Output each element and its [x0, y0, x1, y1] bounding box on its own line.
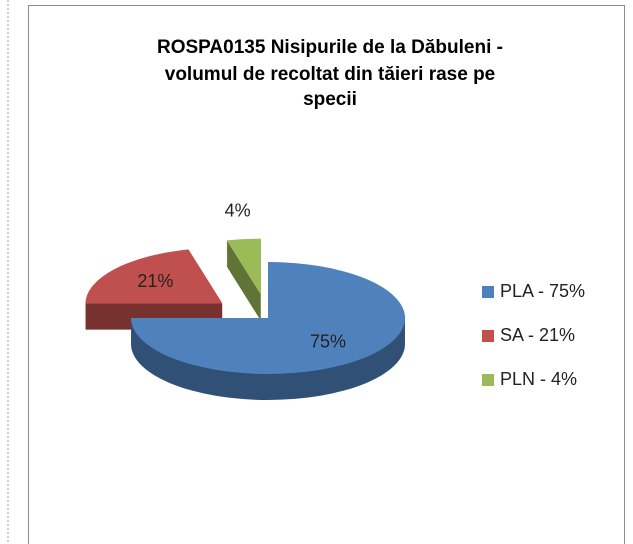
legend-label: PLA - 75%	[500, 281, 585, 301]
chart-title: ROSPA0135 Nisipurile de la Dăbuleni -	[157, 37, 503, 58]
legend-swatch	[482, 330, 494, 342]
legend-swatch	[482, 286, 494, 298]
legend-label: SA - 21%	[500, 325, 575, 345]
data-label: 75%	[310, 331, 346, 351]
slice	[85, 249, 223, 304]
legend-label: PLN - 4%	[500, 369, 577, 389]
data-label: 21%	[137, 271, 173, 291]
legend-swatch	[482, 374, 494, 386]
chart-title: volumul de recoltat din tăieri rase pe	[165, 64, 496, 85]
slice	[131, 262, 405, 374]
data-label: 4%	[225, 200, 251, 220]
chart-title: specii	[303, 89, 357, 110]
slice	[226, 238, 261, 295]
